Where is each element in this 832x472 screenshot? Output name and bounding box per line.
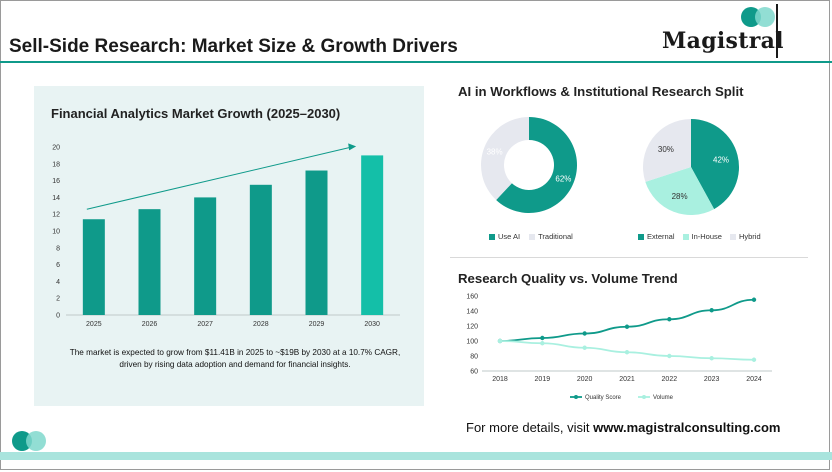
- legend-marker: [642, 395, 646, 399]
- slice-use-ai: [496, 117, 577, 213]
- trend-arrow-line: [86, 146, 351, 210]
- slice-traditional: [481, 117, 529, 200]
- y-tick-label: 100: [466, 339, 478, 346]
- y-tick-label: 10: [52, 229, 60, 236]
- y-tick-label: 14: [52, 195, 60, 202]
- y-tick-label: 160: [466, 294, 478, 301]
- x-tick-label: 2023: [704, 376, 720, 383]
- data-point: [751, 297, 757, 302]
- y-tick-label: 16: [52, 178, 60, 185]
- data-point: [582, 331, 587, 336]
- data-point: [540, 341, 545, 346]
- legend-label: Volume: [653, 395, 674, 401]
- x-tick-label: 2022: [662, 376, 678, 383]
- bar: [194, 197, 217, 315]
- slice-value-label: 28%: [672, 192, 688, 201]
- x-tick-label: 2019: [535, 376, 551, 383]
- y-tick-label: 20: [52, 145, 60, 152]
- x-tick-label: 2026: [142, 321, 158, 328]
- brand-divider: [776, 4, 778, 58]
- x-tick-label: 2021: [619, 376, 635, 383]
- x-tick-label: 2029: [309, 321, 325, 328]
- legend-swatch-in-house: [682, 233, 689, 240]
- footer-link[interactable]: www.magistralconsulting.com: [593, 420, 781, 435]
- pie-legend: External In-House Hybrid: [638, 232, 761, 241]
- section-divider: [450, 257, 808, 258]
- legend-hybrid: Hybrid: [738, 232, 761, 241]
- footer-logo-icon: [12, 431, 46, 451]
- market-caption: The market is expected to grow from $11.…: [69, 348, 401, 369]
- y-tick-label: 120: [466, 324, 478, 331]
- x-tick-label: 2025: [86, 321, 102, 328]
- y-tick-label: 8: [56, 245, 60, 252]
- bar: [82, 219, 105, 315]
- pie-chart: 42% 28% 30%: [643, 119, 739, 215]
- split-charts-title: AI in Workflows & Institutional Research…: [458, 84, 744, 99]
- y-tick-label: 0: [56, 313, 60, 320]
- legend-swatch-hybrid: [729, 233, 736, 240]
- x-tick-label: 2027: [197, 321, 213, 328]
- data-point: [540, 335, 545, 341]
- y-tick-label: 140: [466, 309, 478, 316]
- y-tick-label: 80: [470, 354, 478, 361]
- data-point: [667, 353, 672, 359]
- legend-swatch-traditional: [529, 233, 536, 240]
- donut-legend: Use AI Traditional: [489, 232, 573, 241]
- page-title: Sell-Side Research: Market Size & Growth…: [9, 36, 458, 57]
- bar-chart-title: Financial Analytics Market Growth (2025–…: [51, 106, 341, 121]
- slice-external: [691, 119, 739, 210]
- x-tick-label: 2028: [253, 321, 269, 328]
- y-tick-label: 12: [52, 212, 60, 219]
- y-tick-label: 60: [470, 369, 478, 376]
- line-chart-title: Research Quality vs. Volume Trend: [458, 271, 678, 286]
- data-point: [497, 338, 503, 344]
- brand-name: Magistral: [662, 28, 784, 54]
- y-tick-label: 4: [56, 279, 60, 286]
- legend-marker: [574, 395, 578, 399]
- slice-value-label: 38%: [487, 147, 503, 156]
- data-point: [624, 350, 630, 355]
- legend-use-ai: Use AI: [498, 232, 521, 241]
- legend-traditional: Traditional: [538, 232, 573, 241]
- legend-in-house: In-House: [691, 232, 722, 241]
- slice-in-house: [645, 167, 715, 215]
- x-tick-label: 2018: [492, 376, 508, 383]
- data-point: [709, 308, 714, 313]
- slice-value-label: 30%: [658, 145, 674, 154]
- bar: [305, 170, 328, 315]
- bar-chart: 0 2 4 6 8 10 12 14 16 18 20 2025 2026 2027 2028 2029 203…: [52, 143, 400, 328]
- brand-logo-icon: [741, 7, 775, 27]
- y-tick-label: 18: [52, 161, 60, 168]
- line-chart: 60 80 100 120 140 160 2018 2019 2020 2021 2022 2023…: [466, 294, 772, 401]
- data-point: [751, 357, 757, 362]
- bar: [249, 184, 272, 315]
- footer-text: For more details, visit www.magistralcon…: [466, 420, 780, 435]
- trend-arrow-head-icon: [348, 143, 357, 151]
- x-tick-label: 2020: [577, 376, 593, 383]
- footer-band: [0, 452, 832, 460]
- x-tick-label: 2024: [746, 376, 762, 383]
- legend-label: Quality Score: [585, 395, 622, 401]
- legend-swatch-external: [638, 233, 644, 240]
- legend-external: External: [647, 232, 675, 241]
- donut-chart: 62% 38%: [481, 117, 577, 213]
- bar: [138, 209, 161, 315]
- data-point: [709, 356, 714, 361]
- slice-hybrid: [643, 119, 691, 182]
- slice-value-label: 42%: [713, 155, 729, 164]
- y-tick-label: 6: [56, 262, 60, 269]
- bar: [361, 155, 384, 315]
- data-point: [667, 317, 672, 322]
- slice-value-label: 62%: [555, 175, 571, 184]
- data-point: [624, 324, 630, 329]
- header-rule: [0, 61, 832, 63]
- series-line-quality-score: [499, 298, 755, 342]
- y-tick-label: 2: [56, 296, 60, 303]
- data-point: [582, 345, 587, 350]
- footer-prefix: For more details, visit: [466, 420, 594, 435]
- x-tick-label: 2030: [364, 321, 380, 328]
- legend-swatch-use-ai: [489, 233, 495, 240]
